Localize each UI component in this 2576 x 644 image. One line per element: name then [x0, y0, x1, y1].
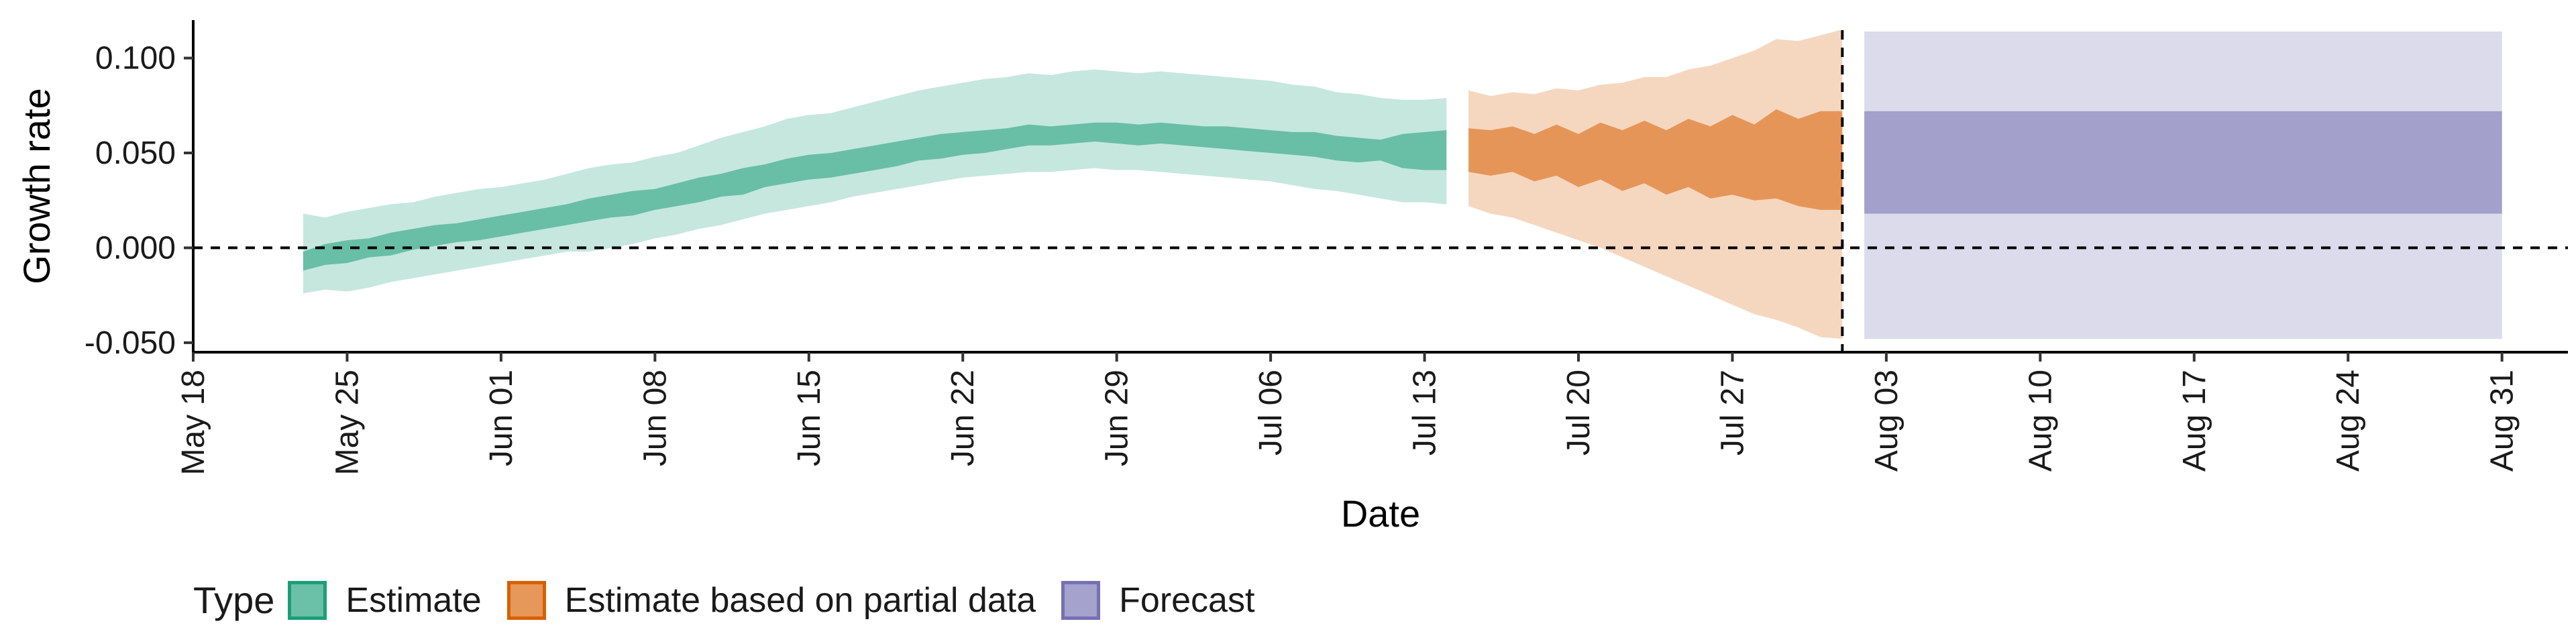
- x-tick-label: Jun 15: [792, 370, 827, 466]
- estimate-based-on-partial-data-band-50: [1468, 109, 1843, 210]
- chart-bands: [303, 30, 2502, 339]
- x-tick-label: Jun 29: [1099, 370, 1135, 466]
- legend-title: Type: [193, 579, 275, 621]
- reference-lines: [193, 30, 2568, 352]
- x-tick-label: May 18: [176, 370, 211, 475]
- x-tick-label: Jun 08: [637, 370, 673, 466]
- estimate-band-50: [303, 122, 1447, 271]
- x-tick-label: May 25: [329, 370, 365, 475]
- x-tick-label: Aug 03: [1869, 370, 1904, 472]
- legend-swatch-forecast: [1061, 580, 1101, 620]
- x-tick-label: Aug 24: [2330, 370, 2366, 472]
- x-axis-title: Date: [1341, 492, 1420, 535]
- estimate-band-90: [303, 69, 1447, 294]
- legend-label-estimate: Estimate: [345, 580, 482, 620]
- legend-swatch-partial-estimate: [506, 580, 546, 620]
- legend-item-forecast: Forecast: [1061, 580, 1254, 621]
- legend-label-partial-estimate: Estimate based on partial data: [564, 580, 1036, 620]
- x-tick-label: Jul 06: [1253, 370, 1289, 455]
- y-tick-label: 0.000: [95, 230, 176, 266]
- legend-swatch-estimate: [288, 580, 327, 620]
- y-tick-label: 0.100: [95, 41, 176, 76]
- x-tick-label: Aug 31: [2485, 370, 2520, 472]
- x-tick-label: Jun 01: [484, 370, 519, 466]
- forecast-band-50: [1864, 111, 2502, 214]
- x-tick-label: Jul 13: [1407, 370, 1443, 455]
- x-tick-label: Jun 22: [945, 370, 981, 466]
- y-axis-title: Growth rate: [15, 88, 58, 284]
- legend-label-forecast: Forecast: [1119, 580, 1255, 620]
- y-tick-label: 0.050: [95, 136, 176, 171]
- x-tick-label: Aug 10: [2023, 370, 2058, 472]
- axes: -0.050 0.000 0.050 0.100 May 18 May 25 Jun 01 J…: [85, 20, 2568, 475]
- legend: Type Estimate Estimate based on partial …: [193, 578, 1280, 622]
- x-tick-label: Jul 20: [1561, 370, 1597, 455]
- legend-item-partial-estimate: Estimate based on partial data: [506, 580, 1036, 621]
- legend-item-estimate: Estimate: [288, 580, 482, 621]
- x-tick-label: Jul 27: [1715, 370, 1750, 455]
- y-tick-label: -0.050: [85, 325, 176, 361]
- x-tick-label: Aug 17: [2177, 370, 2212, 472]
